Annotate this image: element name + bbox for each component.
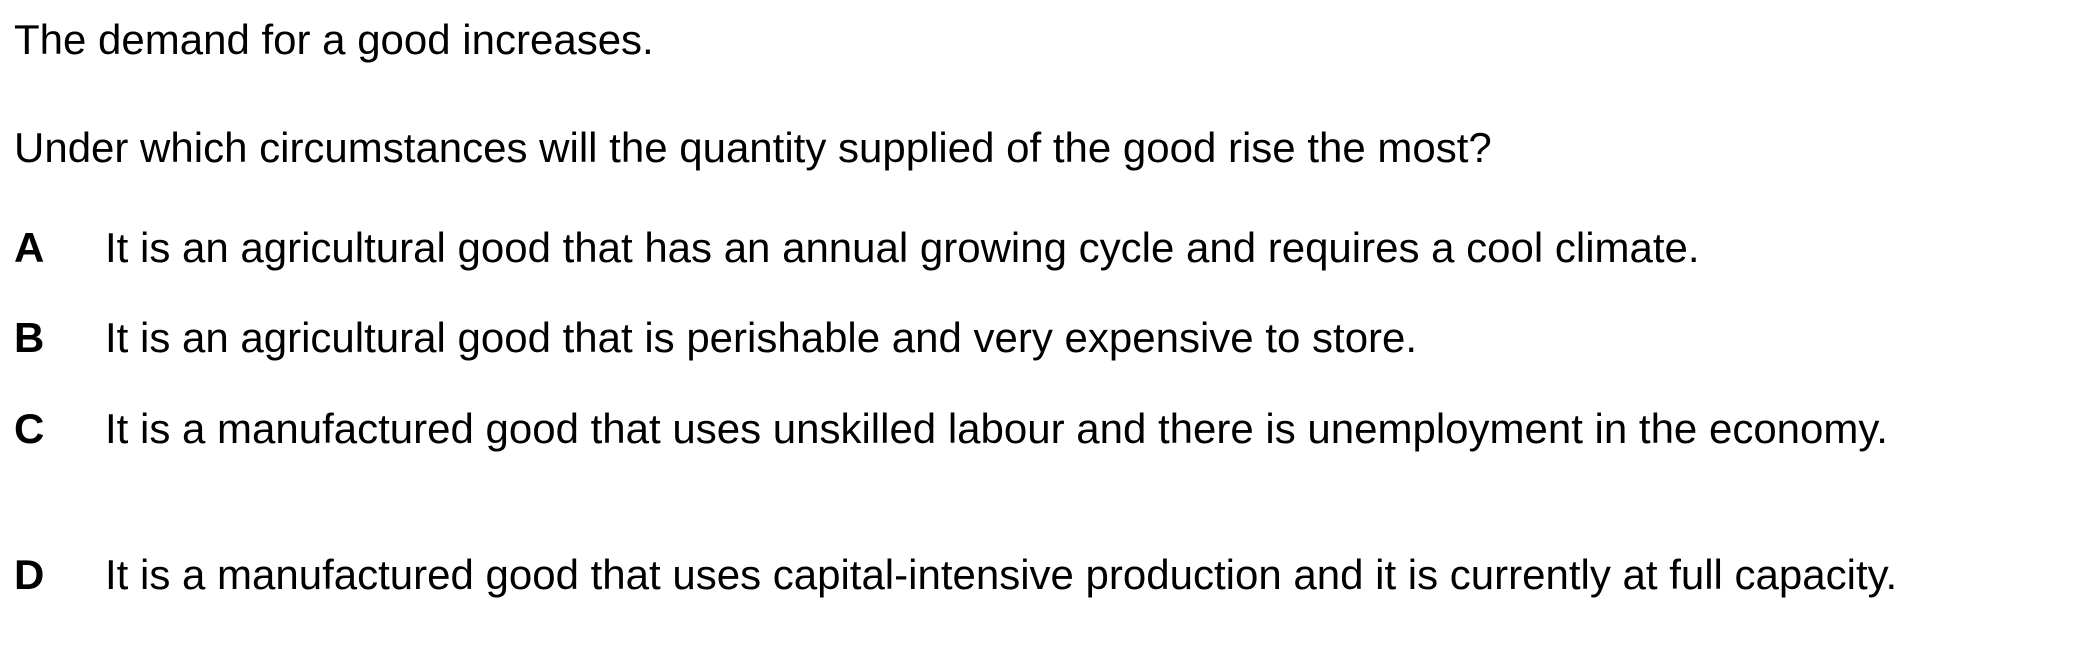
question-premise: The demand for a good increases. (14, 16, 654, 63)
option-text-d: It is a manufactured good that uses capi… (105, 551, 1898, 598)
option-text-a: It is an agricultural good that has an a… (105, 224, 1700, 271)
option-letter-d: D (14, 551, 45, 598)
option-text-b: It is an agricultural good that is peris… (105, 314, 1418, 361)
option-letter-a: A (14, 224, 45, 271)
option-letter-b: B (14, 314, 45, 361)
option-letter-c: C (14, 405, 45, 452)
question-prompt: Under which circumstances will the quant… (14, 124, 1492, 171)
option-text-c: It is a manufactured good that uses unsk… (105, 405, 1888, 452)
